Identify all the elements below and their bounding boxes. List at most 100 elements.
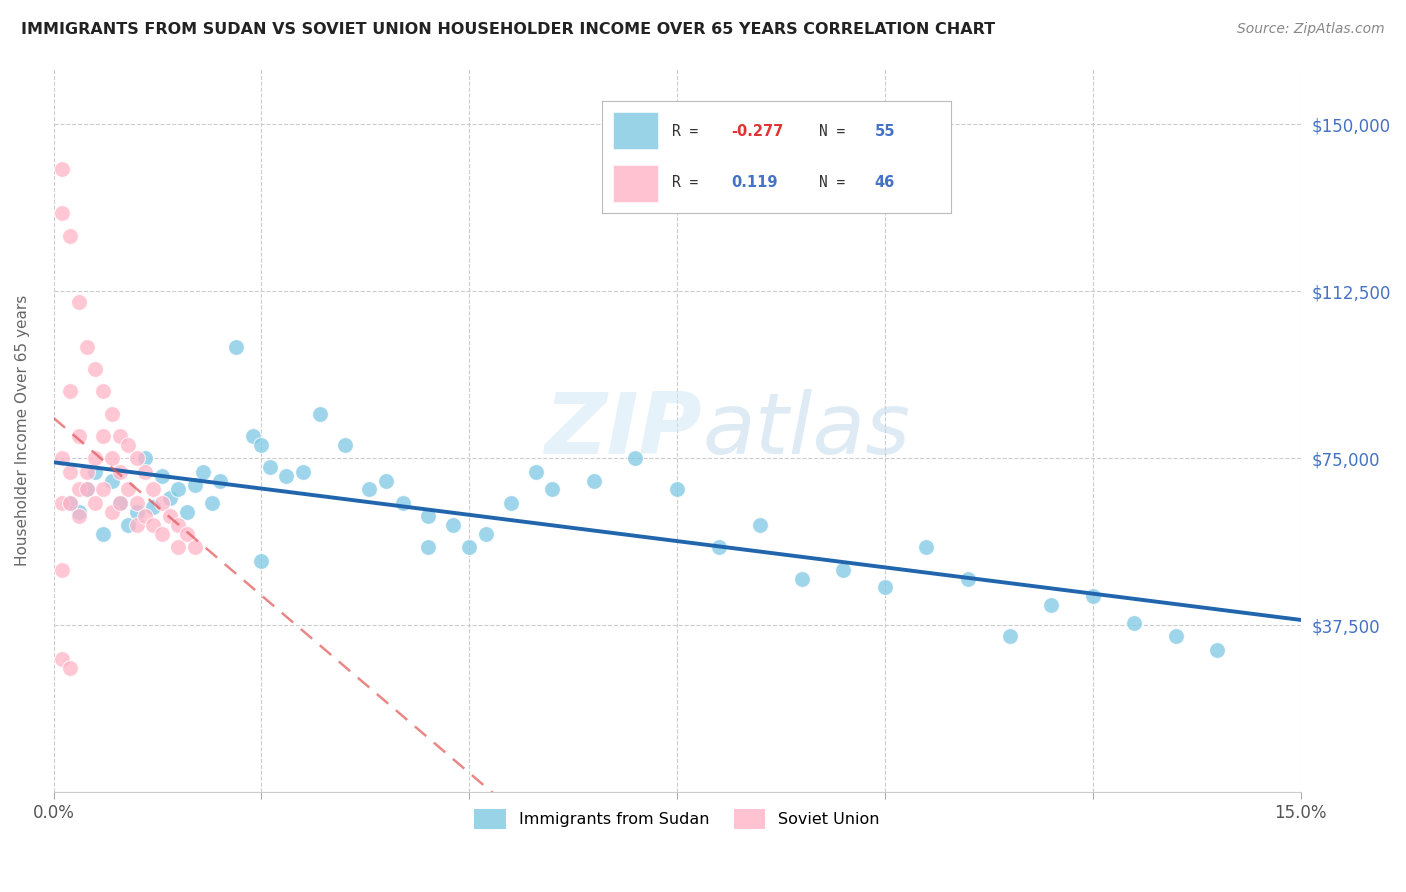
Point bbox=[125, 451, 148, 466]
Point bbox=[458, 541, 481, 555]
Point bbox=[499, 496, 522, 510]
Point bbox=[59, 465, 82, 479]
Point bbox=[225, 340, 247, 354]
Point bbox=[1123, 615, 1146, 630]
Point bbox=[101, 474, 124, 488]
Point bbox=[51, 563, 73, 577]
Point bbox=[142, 483, 165, 497]
Point bbox=[84, 362, 107, 376]
Point bbox=[159, 491, 181, 506]
Point bbox=[125, 518, 148, 533]
Point bbox=[167, 541, 190, 555]
Point bbox=[1206, 642, 1229, 657]
Point bbox=[108, 496, 131, 510]
Point bbox=[524, 465, 547, 479]
Point bbox=[250, 554, 273, 568]
Point bbox=[93, 384, 115, 399]
Point bbox=[134, 451, 156, 466]
Point bbox=[67, 483, 90, 497]
Point bbox=[441, 518, 464, 533]
Point bbox=[93, 429, 115, 443]
Point bbox=[998, 629, 1021, 643]
Text: IMMIGRANTS FROM SUDAN VS SOVIET UNION HOUSEHOLDER INCOME OVER 65 YEARS CORRELATI: IMMIGRANTS FROM SUDAN VS SOVIET UNION HO… bbox=[21, 22, 995, 37]
Point bbox=[67, 295, 90, 310]
Point bbox=[134, 509, 156, 524]
Point bbox=[51, 161, 73, 176]
Point bbox=[59, 660, 82, 674]
Point bbox=[956, 572, 979, 586]
Point bbox=[51, 651, 73, 665]
Point bbox=[159, 509, 181, 524]
Point bbox=[1164, 629, 1187, 643]
Point bbox=[1040, 599, 1063, 613]
Point bbox=[76, 465, 98, 479]
Point bbox=[832, 563, 855, 577]
Point bbox=[359, 483, 381, 497]
Point bbox=[76, 483, 98, 497]
Point bbox=[184, 541, 207, 555]
Point bbox=[707, 541, 730, 555]
Point bbox=[67, 505, 90, 519]
Point bbox=[108, 465, 131, 479]
Point bbox=[375, 474, 398, 488]
Point bbox=[259, 460, 281, 475]
Point bbox=[76, 340, 98, 354]
Point bbox=[291, 465, 314, 479]
Text: ZIP: ZIP bbox=[544, 389, 702, 472]
Point bbox=[666, 483, 689, 497]
Point bbox=[59, 496, 82, 510]
Point bbox=[208, 474, 231, 488]
Point bbox=[200, 496, 222, 510]
Point bbox=[125, 496, 148, 510]
Legend: Immigrants from Sudan, Soviet Union: Immigrants from Sudan, Soviet Union bbox=[468, 803, 886, 835]
Point bbox=[51, 496, 73, 510]
Point bbox=[59, 384, 82, 399]
Point bbox=[749, 518, 772, 533]
Point bbox=[125, 505, 148, 519]
Point bbox=[93, 527, 115, 541]
Point bbox=[59, 228, 82, 243]
Point bbox=[176, 505, 198, 519]
Point bbox=[624, 451, 647, 466]
Point bbox=[117, 518, 139, 533]
Point bbox=[150, 469, 173, 483]
Point bbox=[541, 483, 564, 497]
Text: atlas: atlas bbox=[702, 389, 910, 472]
Point bbox=[117, 483, 139, 497]
Point bbox=[276, 469, 298, 483]
Point bbox=[167, 518, 190, 533]
Point bbox=[108, 496, 131, 510]
Point bbox=[333, 438, 356, 452]
Point bbox=[142, 518, 165, 533]
Point bbox=[416, 509, 439, 524]
Point bbox=[51, 451, 73, 466]
Point bbox=[873, 581, 896, 595]
Point bbox=[67, 509, 90, 524]
Point bbox=[915, 541, 938, 555]
Text: Source: ZipAtlas.com: Source: ZipAtlas.com bbox=[1237, 22, 1385, 37]
Point bbox=[51, 206, 73, 220]
Point bbox=[1081, 590, 1104, 604]
Point bbox=[84, 496, 107, 510]
Point bbox=[193, 465, 215, 479]
Point bbox=[59, 496, 82, 510]
Point bbox=[150, 496, 173, 510]
Point bbox=[475, 527, 498, 541]
Point bbox=[101, 505, 124, 519]
Point bbox=[308, 407, 330, 421]
Point bbox=[184, 478, 207, 492]
Point bbox=[582, 474, 605, 488]
Point bbox=[790, 572, 813, 586]
Point bbox=[93, 483, 115, 497]
Point bbox=[150, 527, 173, 541]
Point bbox=[242, 429, 264, 443]
Y-axis label: Householder Income Over 65 years: Householder Income Over 65 years bbox=[15, 294, 30, 566]
Point bbox=[250, 438, 273, 452]
Point bbox=[67, 429, 90, 443]
Point bbox=[134, 465, 156, 479]
Point bbox=[391, 496, 413, 510]
Point bbox=[167, 483, 190, 497]
Point bbox=[142, 500, 165, 515]
Point bbox=[117, 438, 139, 452]
Point bbox=[176, 527, 198, 541]
